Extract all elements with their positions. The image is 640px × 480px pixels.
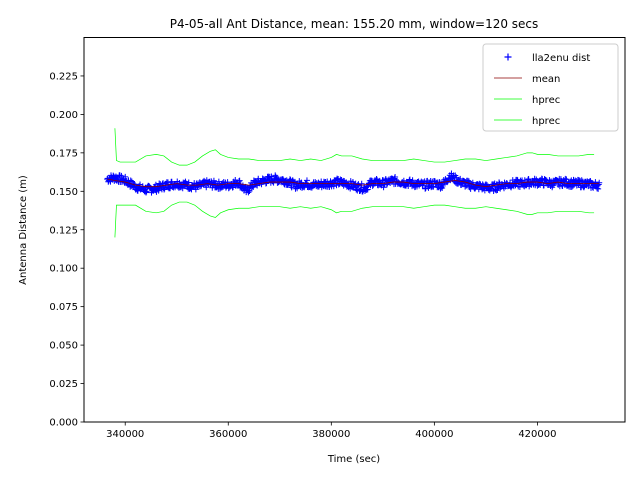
data-point <box>330 183 337 190</box>
data-point <box>128 178 135 185</box>
data-point <box>303 177 310 184</box>
data-point <box>143 189 150 196</box>
data-point <box>525 176 532 183</box>
series-line <box>107 178 600 188</box>
y-tick-label: 0.225 <box>49 71 78 82</box>
x-axis-title: Time (sec) <box>327 454 380 465</box>
y-tick-label: 0.125 <box>49 225 78 236</box>
data-point <box>592 179 599 186</box>
data-point <box>201 177 208 184</box>
data-point <box>596 179 603 186</box>
data-point <box>364 186 371 193</box>
data-point <box>185 179 192 186</box>
series-line <box>114 128 595 166</box>
data-point <box>236 177 243 184</box>
data-point <box>272 172 279 179</box>
series-line <box>114 201 595 238</box>
data-point <box>161 186 168 193</box>
y-axis: 0.000 0.025 0.050 0.075 0.100 0.125 0.150 0.175… <box>49 71 84 429</box>
x-axis: 340000 360000 380000 400000 420000 <box>106 422 557 440</box>
data-point <box>578 177 585 184</box>
plot-content <box>104 128 603 238</box>
data-point <box>538 175 545 182</box>
data-point <box>595 185 602 192</box>
legend-label: lla2enu dist <box>532 53 590 64</box>
legend-marker <box>504 53 512 61</box>
data-point <box>127 177 134 184</box>
data-point <box>232 176 239 183</box>
y-tick-label: 0.075 <box>49 302 78 313</box>
data-point <box>143 188 150 195</box>
data-point <box>392 174 399 181</box>
data-point <box>575 181 582 188</box>
data-point <box>155 187 162 194</box>
legend-label: hprec <box>532 116 560 127</box>
data-point <box>376 177 383 184</box>
data-point <box>562 175 569 182</box>
x-tick-label: 380000 <box>312 429 350 440</box>
data-point <box>246 187 253 194</box>
data-point <box>288 184 295 191</box>
x-tick-label: 420000 <box>518 429 556 440</box>
legend-label: hprec <box>532 95 560 106</box>
data-point <box>550 180 557 187</box>
x-tick-label: 400000 <box>415 429 453 440</box>
series-2 <box>114 128 595 166</box>
data-point <box>230 184 237 191</box>
data-point <box>409 177 416 184</box>
legend-label: mean <box>532 74 560 85</box>
chart-title: P4-05-all Ant Distance, mean: 155.20 mm,… <box>170 17 539 31</box>
data-point <box>122 173 129 180</box>
legend-box <box>482 43 619 132</box>
legend: lla2enu dist mean hprec hprec <box>482 43 619 132</box>
data-point <box>594 185 601 192</box>
data-point <box>134 187 141 194</box>
y-tick-label: 0.100 <box>49 264 78 275</box>
y-tick-label: 0.150 <box>49 187 78 198</box>
data-point <box>471 185 478 192</box>
x-tick-label: 340000 <box>106 429 144 440</box>
y-tick-label: 0.175 <box>49 148 78 159</box>
y-tick-label: 0.025 <box>49 379 78 390</box>
data-point <box>400 177 407 184</box>
data-point <box>380 184 387 191</box>
x-tick-label: 360000 <box>209 429 247 440</box>
series-1 <box>107 178 600 188</box>
y-axis-title: Antenna Distance (m) <box>18 175 29 285</box>
series-3 <box>114 201 595 238</box>
y-tick-label: 0.050 <box>49 341 78 352</box>
data-point <box>358 180 365 187</box>
data-point <box>563 176 570 183</box>
y-tick-label: 0.000 <box>49 418 78 429</box>
data-point <box>453 174 460 181</box>
data-point <box>462 183 469 190</box>
y-tick-label: 0.200 <box>49 110 78 121</box>
